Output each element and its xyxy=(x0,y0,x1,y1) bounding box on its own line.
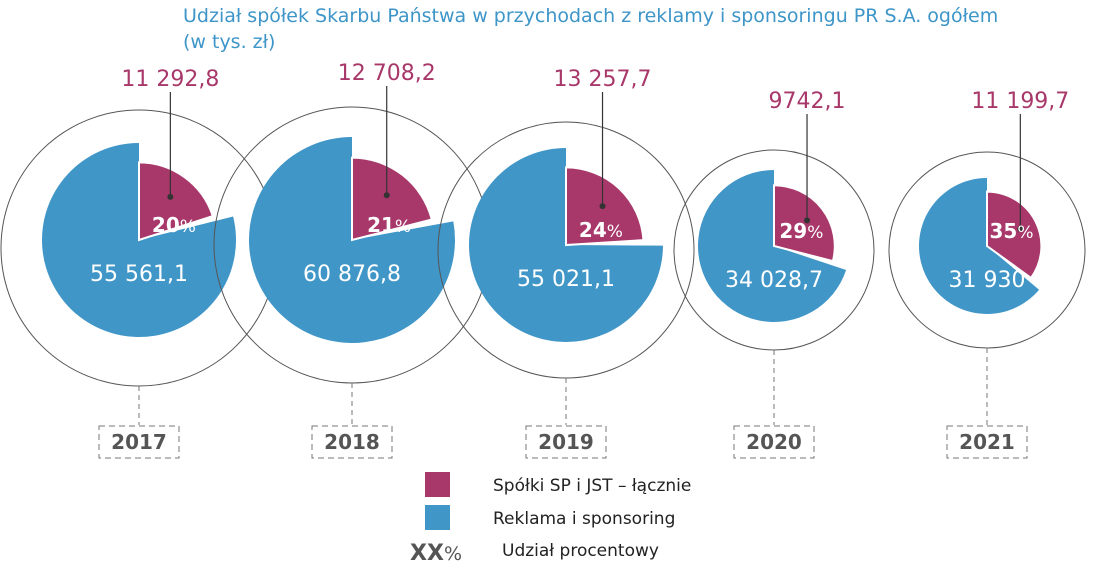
percent-value-2021: 35 xyxy=(989,219,1017,243)
magenta-value-label-2021: 11 199,7 xyxy=(971,89,1069,114)
percent-label-2019: 24% xyxy=(579,218,623,242)
pie-group-2021: 11 199,7 35% 31 930 2021 xyxy=(888,89,1086,459)
blue-value-label-2017: 55 561,1 xyxy=(90,262,188,287)
year-box-2017 xyxy=(98,425,180,459)
percent-label-2017: 20% xyxy=(152,213,196,237)
year-label-2018: 2018 xyxy=(324,430,380,454)
legend: Spółki SP i JST – łącznie Reklama i spon… xyxy=(410,472,691,566)
leader-dot-2021 xyxy=(1017,226,1024,233)
percent-label-2021: 35% xyxy=(989,219,1033,243)
blue-slice-2020 xyxy=(697,170,847,323)
year-box-2018 xyxy=(311,425,393,459)
percent-value-2017: 20 xyxy=(152,213,180,237)
blue-slice-2021 xyxy=(919,178,1040,315)
percent-value-2019: 24 xyxy=(579,218,607,242)
year-label-2019: 2019 xyxy=(538,430,594,454)
legend-percent-symbol: XX% xyxy=(410,541,462,566)
percent-label-2018: 21% xyxy=(367,213,411,237)
legend-pct-sign: % xyxy=(444,543,462,565)
percent-sign-2021: % xyxy=(1017,223,1033,243)
legend-label-udzial: Udział procentowy xyxy=(502,541,659,561)
magenta-value-label-2018: 12 708,2 xyxy=(338,61,436,86)
magenta-value-label-2017: 11 292,8 xyxy=(121,67,219,92)
year-label-2020: 2020 xyxy=(746,430,802,454)
magenta-value-label-2020: 9742,1 xyxy=(769,89,846,114)
percent-sign-2017: % xyxy=(180,217,196,237)
leader-dot-2020 xyxy=(804,217,811,224)
percent-value-2018: 21 xyxy=(367,213,395,237)
blue-value-label-2021: 31 930 xyxy=(949,268,1026,293)
year-box-2020 xyxy=(733,425,815,459)
pie-group-2019: 13 257,7 24% 55 021,1 2019 xyxy=(437,67,695,459)
legend-label-reklama: Reklama i sponsoring xyxy=(493,509,675,529)
magenta-value-label-2019: 13 257,7 xyxy=(554,67,652,92)
year-label-2017: 2017 xyxy=(111,430,167,454)
legend-xx: XX xyxy=(410,541,444,566)
legend-label-spolki: Spółki SP i JST – łącznie xyxy=(493,476,691,496)
legend-swatch-blue xyxy=(425,505,450,530)
year-box-2019 xyxy=(525,425,607,459)
magenta-slice-2018 xyxy=(351,156,434,242)
pie-group-2020: 9742,1 29% 34 028,7 2020 xyxy=(673,89,875,459)
blue-value-label-2020: 34 028,7 xyxy=(725,268,823,293)
blue-value-label-2018: 60 876,8 xyxy=(303,262,401,287)
percent-label-2020: 29% xyxy=(779,219,823,243)
leader-dot-2017 xyxy=(167,193,174,200)
blue-value-label-2019: 55 021,1 xyxy=(517,267,615,292)
magenta-slice-2021 xyxy=(986,190,1043,280)
chart-title: Udział spółek Skarbu Państwa w przychoda… xyxy=(183,5,998,27)
pie-group-2017: 11 292,8 20% 55 561,1 2017 xyxy=(0,67,278,459)
legend-swatch-magenta xyxy=(425,472,450,497)
year-label-2021: 2021 xyxy=(959,430,1015,454)
year-box-2021 xyxy=(946,425,1028,459)
percent-value-2020: 29 xyxy=(779,219,807,243)
pie-group-2018: 12 708,2 21% 60 876,8 2018 xyxy=(213,61,491,459)
chart-subtitle: (w tys. zł) xyxy=(183,31,275,53)
percent-sign-2019: % xyxy=(607,222,623,242)
percent-sign-2018: % xyxy=(395,217,411,237)
percent-sign-2020: % xyxy=(807,223,823,243)
leader-dot-2018 xyxy=(383,192,390,199)
magenta-slice-2017 xyxy=(138,161,215,242)
leader-dot-2019 xyxy=(599,203,606,210)
magenta-slice-2020 xyxy=(773,184,836,263)
